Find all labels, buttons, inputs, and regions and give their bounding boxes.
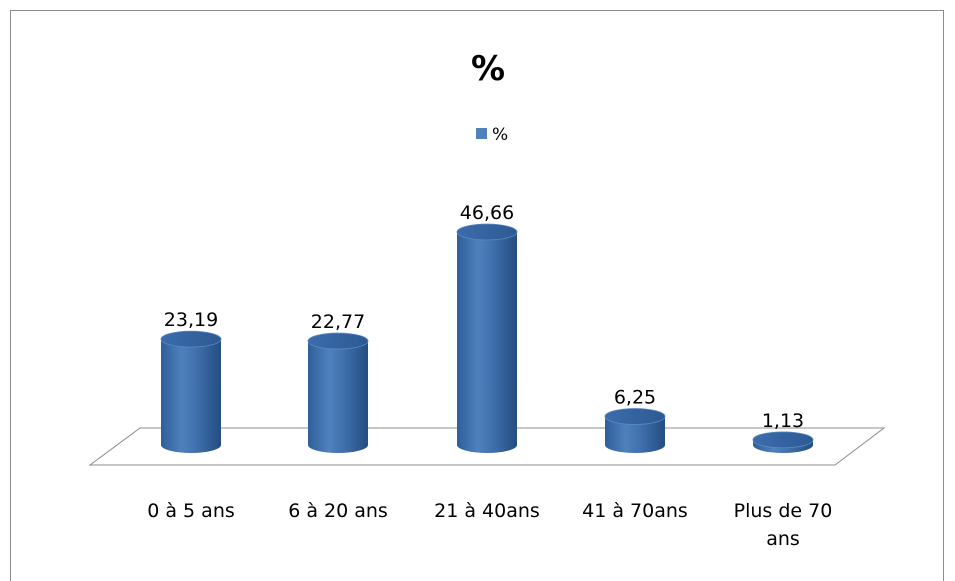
category-label: ans	[766, 528, 800, 550]
category-label: 0 à 5 ans	[147, 500, 235, 522]
data-label: 22,77	[311, 311, 365, 333]
category-label: 41 à 70ans	[582, 500, 688, 522]
category-label: Plus de 70	[734, 500, 833, 522]
bar-top	[752, 431, 814, 449]
bar-top	[160, 330, 222, 348]
legend: %	[476, 125, 508, 145]
bar-body	[161, 339, 221, 445]
data-label: 23,19	[164, 309, 218, 331]
bar-4	[604, 408, 666, 453]
legend-label: %	[492, 125, 508, 145]
data-labels-group: 23,19 22,77 46,66 6,25 1,13	[164, 202, 804, 432]
legend-swatch	[476, 128, 487, 139]
category-labels-group: 0 à 5 ans 6 à 20 ans 21 à 40ans 41 à 70ans P…	[147, 500, 832, 550]
category-label: 6 à 20 ans	[288, 500, 388, 522]
bar-2	[307, 332, 369, 453]
bar-3	[456, 223, 518, 453]
bars-group	[160, 223, 814, 453]
category-label: 21 à 40ans	[434, 500, 540, 522]
bar-top	[307, 332, 369, 350]
data-label: 1,13	[762, 410, 804, 432]
bar-1	[160, 330, 222, 453]
bar-body	[457, 232, 517, 445]
data-label: 46,66	[460, 202, 514, 224]
bar-top	[604, 408, 666, 425]
chart-title: %	[471, 49, 505, 89]
bar-5	[752, 431, 814, 453]
bar-body	[308, 341, 368, 445]
bar-top	[456, 223, 518, 241]
data-label: 6,25	[614, 386, 656, 408]
